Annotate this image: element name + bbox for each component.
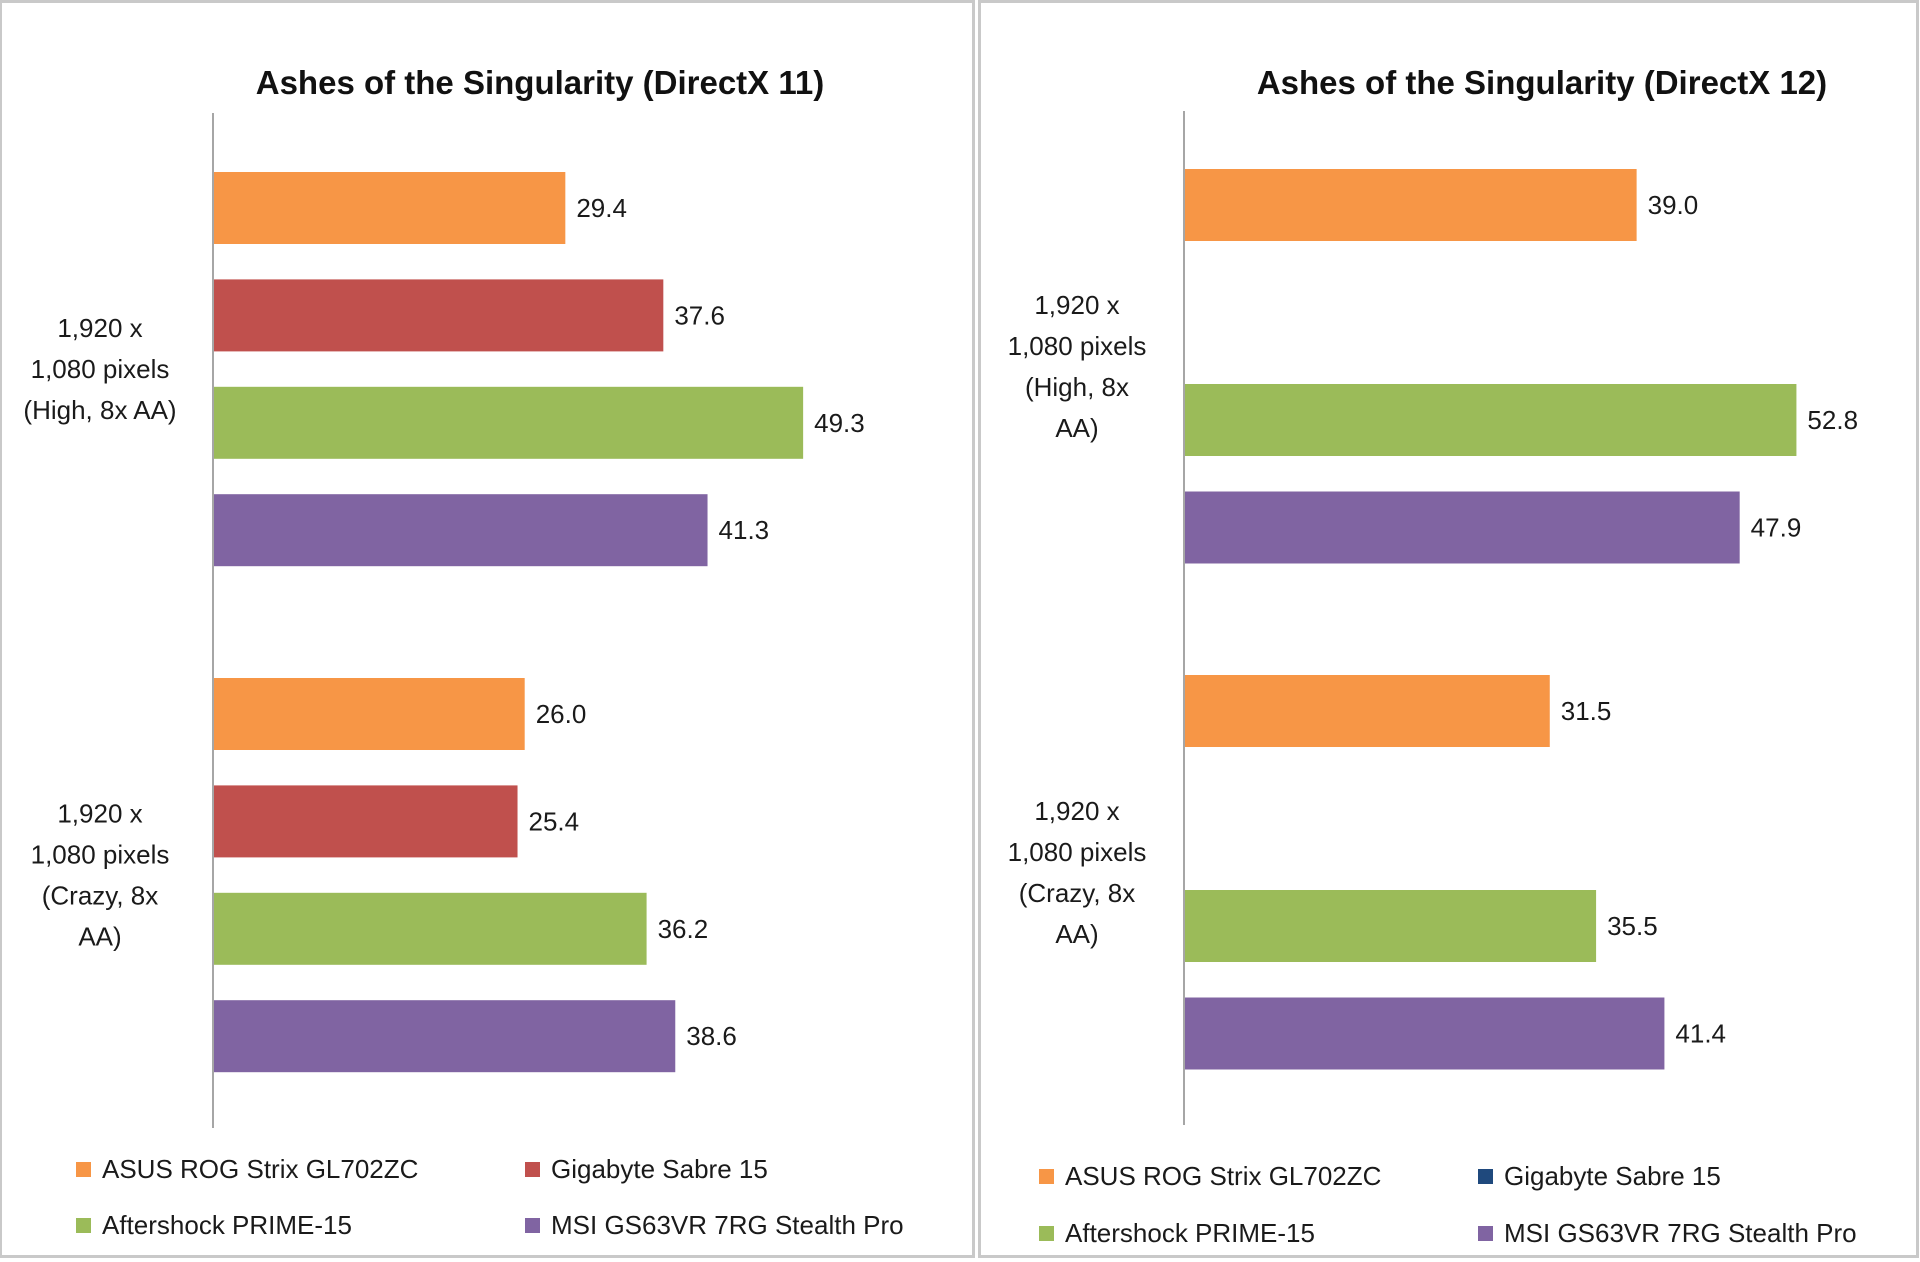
bar-msi-gs63vr-7rg-stealth-pro-group-1 [1185, 491, 1740, 564]
legend-swatch-icon [1039, 1225, 1054, 1241]
category-label-line: 1,080 pixels [31, 840, 170, 870]
data-label: 26.0 [536, 699, 587, 729]
chart-title: Ashes of the Singularity (DirectX 12) [1257, 64, 1827, 101]
legend-swatch-icon [525, 1217, 540, 1233]
bar-asus-rog-strix-gl702zc-group-1 [214, 172, 566, 244]
category-label: 1,920 x 1,080 pixels (Crazy, 8x AA) [1008, 796, 1147, 949]
bar-msi-gs63vr-7rg-stealth-pro-group-2 [1185, 997, 1665, 1070]
category-label-line: AA) [1055, 919, 1098, 949]
category-label: 1,920 x 1,080 pixels (High, 8x AA) [23, 313, 176, 425]
category-label-line: AA) [1055, 413, 1098, 443]
legend-label: Aftershock PRIME-15 [1065, 1217, 1315, 1248]
bar-gigabyte-sabre-15-group-2 [214, 785, 518, 858]
category-label: 1,920 x 1,080 pixels (High, 8x AA) [1008, 290, 1147, 443]
category-label-line: AA) [78, 922, 121, 952]
data-label: 25.4 [529, 806, 580, 836]
chart-title: Ashes of the Singularity (DirectX 11) [256, 64, 824, 101]
data-label: 49.3 [814, 408, 865, 438]
legend-item-asus-rog-strix-gl702zc: ASUS ROG Strix GL702ZC [76, 1153, 418, 1185]
legend-label: Gigabyte Sabre 15 [551, 1153, 768, 1184]
legend-swatch-icon [1039, 1168, 1054, 1184]
bar-asus-rog-strix-gl702zc-group-2 [1185, 675, 1550, 747]
legend-item-aftershock-prime-15: Aftershock PRIME-15 [76, 1209, 352, 1241]
data-label: 41.4 [1675, 1019, 1726, 1049]
legend-item-gigabyte-sabre-15: Gigabyte Sabre 15 [1478, 1160, 1721, 1192]
category-label-line: 1,920 x [57, 799, 142, 829]
category-label-line: 1,920 x [1034, 796, 1119, 826]
bar-asus-rog-strix-gl702zc-group-1 [1185, 169, 1637, 241]
legend-item-aftershock-prime-15: Aftershock PRIME-15 [1039, 1217, 1315, 1249]
legend-label: ASUS ROG Strix GL702ZC [102, 1153, 419, 1184]
data-label: 41.3 [719, 515, 770, 545]
bar-chart-directx11: Ashes of the Singularity (DirectX 11) 29… [23, 64, 865, 1128]
category-label-line: (Crazy, 8x [1019, 878, 1136, 908]
bar-aftershock-prime-15-group-2 [1185, 890, 1597, 962]
legend-item-msi-gs63vr-7rg-stealth-pro: MSI GS63VR 7RG Stealth Pro [525, 1209, 904, 1241]
legend-swatch-icon [76, 1161, 91, 1177]
legend-swatch-icon [1478, 1225, 1493, 1241]
legend-label: MSI GS63VR 7RG Stealth Pro [1504, 1217, 1857, 1248]
bar-aftershock-prime-15-group-2 [214, 892, 647, 965]
category-label-line: 1,080 pixels [31, 354, 170, 384]
data-label: 31.5 [1561, 696, 1612, 726]
bar-aftershock-prime-15-group-1 [1185, 384, 1797, 456]
bar-asus-rog-strix-gl702zc-group-2 [214, 678, 525, 750]
data-label: 52.8 [1807, 405, 1858, 435]
category-label-line: (High, 8x [1025, 372, 1129, 402]
legend-label: Aftershock PRIME-15 [102, 1209, 352, 1240]
chart-panel-directx11: Ashes of the Singularity (DirectX 11) 29… [0, 0, 975, 1258]
data-label: 37.6 [674, 300, 725, 330]
data-label: 36.2 [658, 914, 709, 944]
category-label-line: (Crazy, 8x [42, 881, 159, 911]
bar-msi-gs63vr-7rg-stealth-pro-group-2 [214, 1000, 676, 1073]
data-label: 35.5 [1607, 911, 1658, 941]
bar-msi-gs63vr-7rg-stealth-pro-group-1 [214, 494, 708, 567]
category-label-line: 1,080 pixels [1008, 331, 1147, 361]
legend-swatch-icon [1478, 1168, 1493, 1184]
data-label: 29.4 [576, 193, 627, 223]
chart-panel-directx12: Ashes of the Singularity (DirectX 12) 39… [978, 0, 1919, 1258]
legend-item-gigabyte-sabre-15: Gigabyte Sabre 15 [525, 1153, 768, 1185]
legend-swatch-icon [76, 1217, 91, 1233]
legend-swatch-icon [525, 1161, 540, 1177]
legend-item-asus-rog-strix-gl702zc: ASUS ROG Strix GL702ZC [1039, 1160, 1381, 1192]
legend-label: Gigabyte Sabre 15 [1504, 1160, 1721, 1191]
data-label: 39.0 [1648, 190, 1699, 220]
legend-item-msi-gs63vr-7rg-stealth-pro: MSI GS63VR 7RG Stealth Pro [1478, 1217, 1857, 1249]
category-label-line: 1,920 x [57, 313, 142, 343]
data-label: 47.9 [1751, 513, 1802, 543]
bar-aftershock-prime-15-group-1 [214, 386, 804, 459]
category-label-line: 1,920 x [1034, 290, 1119, 320]
data-label: 38.6 [686, 1021, 737, 1051]
bar-chart-directx12: Ashes of the Singularity (DirectX 12) 39… [1008, 64, 1858, 1125]
category-label-line: 1,080 pixels [1008, 837, 1147, 867]
category-label: 1,920 x 1,080 pixels (Crazy, 8x AA) [31, 799, 170, 952]
category-label-line: (High, 8x AA) [23, 395, 176, 425]
bar-gigabyte-sabre-15-group-1 [214, 279, 664, 352]
legend-label: ASUS ROG Strix GL702ZC [1065, 1160, 1382, 1191]
legend-label: MSI GS63VR 7RG Stealth Pro [551, 1209, 904, 1240]
